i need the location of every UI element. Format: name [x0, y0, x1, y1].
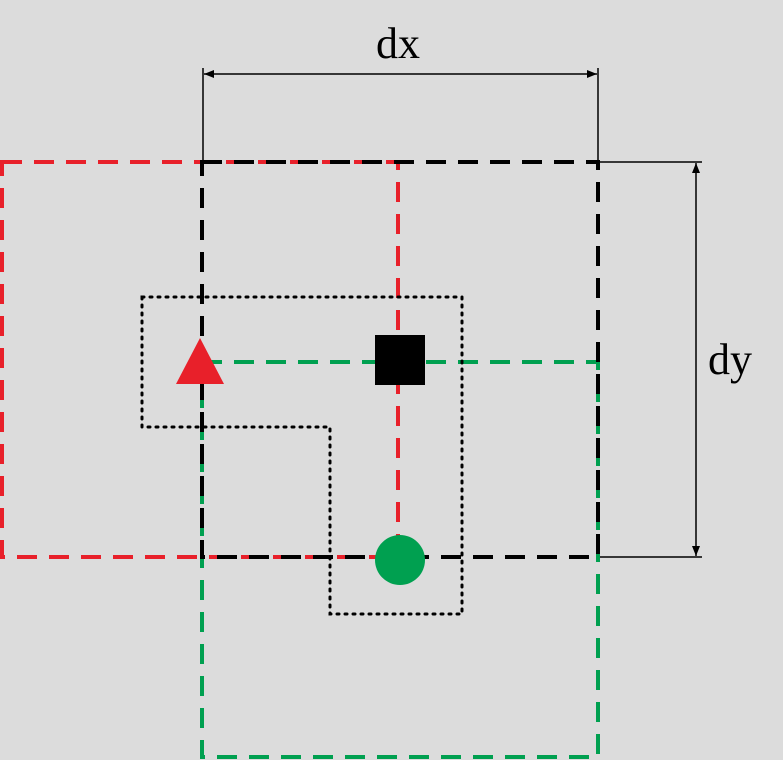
black-square-marker — [375, 335, 425, 385]
dotted-overlap-region — [140, 295, 464, 616]
red-triangle-marker — [176, 338, 224, 384]
dx-label: dx — [376, 19, 420, 68]
green-circle-marker — [375, 535, 425, 585]
dy-label: dy — [708, 335, 752, 384]
